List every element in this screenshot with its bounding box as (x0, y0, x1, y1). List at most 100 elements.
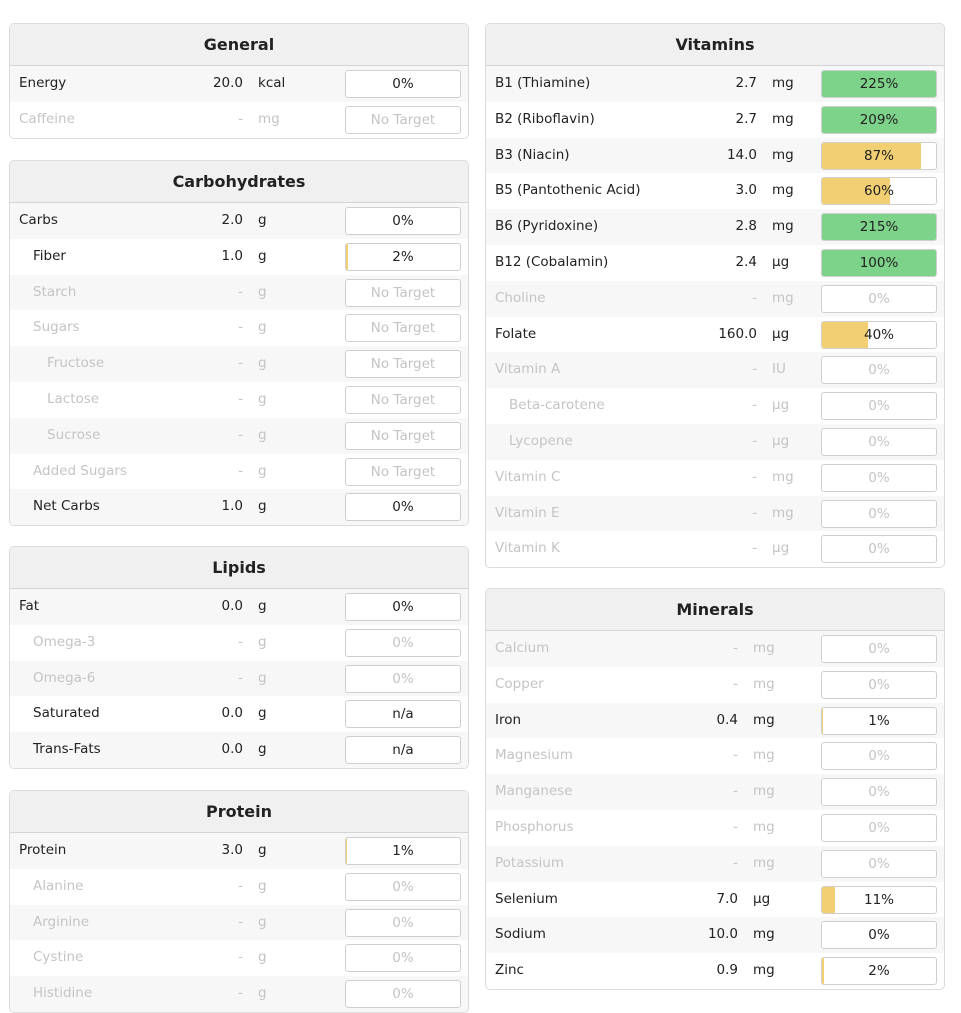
progress-bar (822, 886, 835, 913)
target-box: n/a (345, 736, 461, 765)
target-label: 0% (868, 541, 890, 558)
target-box: 100% (821, 248, 937, 277)
nutrient-row: Protein 3.0 g 1% (10, 833, 468, 869)
amount: - (238, 462, 243, 479)
rows: Fat 0.0 g 0% Omega-3- g 0% Omega-6- g 0% Saturated… (10, 589, 468, 768)
nutrient-name: Vitamin A (495, 361, 561, 378)
nutrient-name: Lactose (47, 390, 100, 407)
unit: g (258, 283, 267, 300)
target-label: 0% (868, 748, 890, 765)
nutrient-name: Potassium (495, 854, 565, 871)
target-label: 0% (392, 213, 414, 229)
nutrient-row: Omega-3 - g 0% (10, 625, 468, 661)
amount: - (733, 818, 738, 835)
target-box: No Target (345, 105, 461, 134)
target-label: n/a (392, 706, 414, 723)
nutrient-name: Fructose (47, 355, 105, 372)
amount: - (238, 949, 243, 966)
target-box: 0% (821, 813, 937, 842)
target-box: 1% (345, 837, 461, 865)
target-box: No Target (345, 385, 461, 414)
nutrient-row: Vitamin C - mg 0% (486, 460, 944, 496)
rows: B1 (Thiamine) 2.7 mg 225% B2 (Riboflavin) 2.7… (486, 66, 944, 567)
target-box: 40% (821, 320, 937, 349)
nutrient-row: Net Carbs 1.0 g 0% (10, 489, 468, 526)
amount: - (238, 355, 243, 372)
target-box: 0% (821, 356, 937, 385)
rows: Calcium - mg 0% Copper - mg 0% Iron 0.4 mg 1% Magnes… (486, 631, 944, 989)
target-box: No Target (345, 278, 461, 307)
unit: mg (772, 75, 794, 91)
nutrient-name: Beta-carotene (509, 397, 605, 414)
target-box: 209% (821, 105, 937, 134)
target-label: No Target (370, 427, 436, 444)
nutrient-row: Sucrose - g No Target (10, 417, 468, 454)
amount: - (733, 747, 738, 764)
nutrient-name: Choline (495, 289, 546, 306)
amount: 2.8 (735, 218, 757, 235)
unit: g (258, 319, 267, 336)
target-box: n/a (345, 700, 461, 729)
target-box: 0% (345, 70, 461, 98)
amount: 0.0 (221, 741, 243, 758)
rows: Energy 20.0 kcal 0% Caffeine - mg No Target (10, 66, 468, 138)
nutrient-row: Fiber 1.0 g 2% (10, 239, 468, 275)
target-box: 0% (821, 427, 937, 456)
target-label: No Target (370, 320, 436, 337)
nutrient-row: Potassium - mg 0% (486, 845, 944, 882)
nutrient-row: Starch - g No Target (10, 274, 468, 311)
amount: - (238, 110, 243, 127)
progress-bar (822, 71, 936, 97)
rows: Protein 3.0 g 1% Alanine - g 0% Arginine - g 0% Cyst… (10, 833, 468, 1012)
amount: 0.0 (221, 705, 243, 722)
nutrient-name: Energy (19, 75, 67, 91)
target-box: No Target (345, 314, 461, 343)
amount: - (238, 985, 243, 1002)
target-box: 0% (821, 499, 937, 528)
amount: 0.0 (221, 598, 243, 614)
target-box: 0% (345, 908, 461, 937)
nutrient-row: Caffeine - mg No Target (10, 102, 468, 138)
amount: - (733, 783, 738, 800)
nutrient-name: Added Sugars (33, 462, 127, 479)
amount: 3.0 (221, 842, 243, 858)
unit: µg (772, 325, 790, 342)
amount: - (733, 675, 738, 692)
amount: - (238, 877, 243, 894)
nutrient-row: Saturated 0.0 g n/a (10, 696, 468, 732)
progress-bar (822, 178, 891, 205)
target-box: 0% (821, 463, 937, 492)
nutrient-name: Vitamin K (495, 540, 560, 557)
nutrient-row: Carbs 2.0 g 0% (10, 203, 468, 239)
unit: g (258, 985, 267, 1002)
unit: mg (772, 504, 794, 521)
target-label: 0% (392, 599, 414, 615)
target-box: 0% (345, 593, 461, 621)
nutrient-row: Copper - mg 0% (486, 667, 944, 703)
panel: General Energy 20.0 kcal 0% Caffeine - mg No Tar… (9, 23, 469, 139)
target-label: 0% (868, 433, 890, 450)
unit: g (258, 949, 267, 966)
amount: - (752, 468, 757, 485)
target-label: No Target (370, 284, 436, 301)
target-box: 0% (821, 742, 937, 771)
amount: 14.0 (726, 146, 757, 163)
target-label: 11% (863, 891, 894, 908)
target-box: 225% (821, 70, 937, 98)
unit: mg (753, 854, 775, 871)
unit: mg (772, 110, 794, 127)
target-box: 11% (821, 885, 937, 914)
amount: 1.0 (221, 247, 243, 264)
target-label: 2% (392, 248, 414, 265)
nutrient-name: Copper (495, 675, 544, 692)
target-box: 0% (821, 921, 937, 950)
nutrient-row: B5 (Pantothenic Acid) 3.0 mg 60% (486, 173, 944, 209)
nutrient-row: Iron 0.4 mg 1% (486, 702, 944, 739)
unit: g (258, 426, 267, 443)
amount: 7.0 (716, 890, 738, 907)
target-label: 0% (392, 76, 414, 92)
target-label: 0% (392, 950, 414, 967)
nutrient-row: B2 (Riboflavin) 2.7 mg 209% (486, 102, 944, 138)
amount: - (238, 913, 243, 930)
target-label: 0% (392, 878, 414, 895)
